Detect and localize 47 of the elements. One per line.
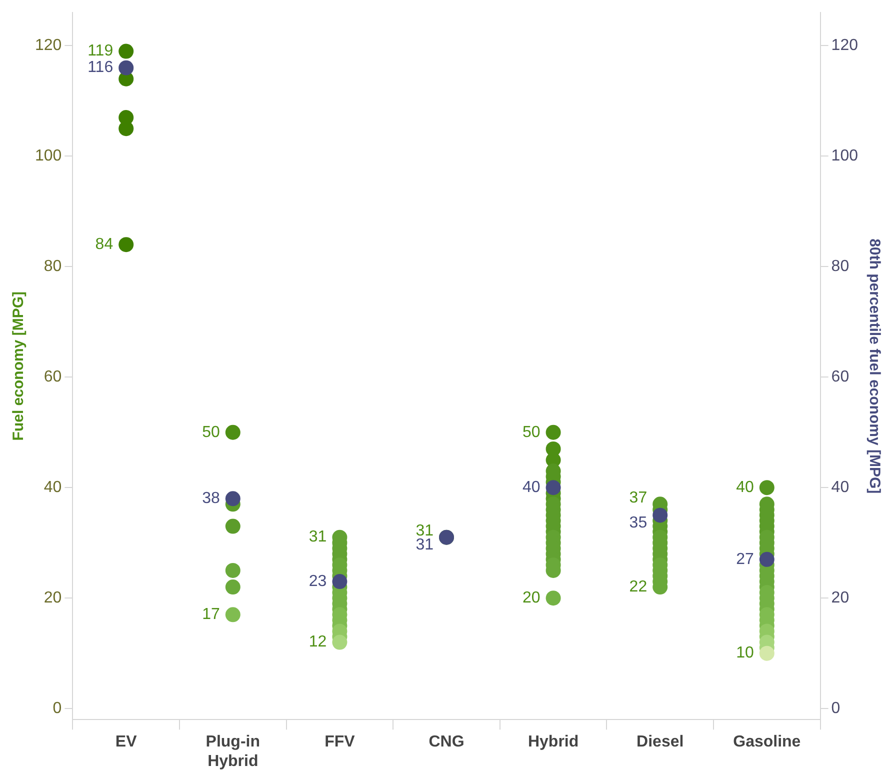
y-tick-label: 0	[52, 700, 62, 717]
point	[225, 491, 240, 506]
point	[118, 60, 134, 76]
y2-tick-label: 80	[831, 258, 850, 276]
data-label: 31	[308, 528, 327, 546]
y-axis-title: Fuel economy [MPG]	[10, 292, 28, 441]
data-label: 22	[629, 578, 648, 596]
data-label: 84	[95, 236, 114, 253]
y2-tick-label: 20	[831, 589, 850, 606]
data-label: 50	[522, 424, 540, 441]
point	[759, 552, 774, 567]
data-label: 35	[629, 514, 648, 532]
y2-tick-label: 100	[831, 148, 858, 165]
data-label: 116	[88, 59, 114, 76]
y-tick-label: 40	[44, 479, 62, 496]
data-label: 38	[202, 490, 220, 508]
y2-tick-label: 40	[831, 479, 850, 496]
data-label: 10	[736, 644, 754, 662]
y-tick-label: 120	[34, 37, 62, 54]
x-tick-label: Gasoline	[733, 734, 801, 751]
data-label: 27	[736, 550, 754, 568]
data-label: 40	[522, 479, 540, 496]
x-tick-label: EV	[115, 734, 138, 751]
data-label: 17	[202, 606, 220, 624]
data-label: 20	[522, 589, 540, 606]
y2-tick-label: 60	[831, 368, 850, 386]
point	[546, 480, 561, 496]
point	[652, 508, 668, 523]
point	[332, 574, 348, 590]
y-tick-label: 20	[44, 589, 62, 606]
y2-tick-label: 0	[831, 700, 840, 717]
data-label: 37	[629, 490, 648, 507]
data-label: 119	[88, 42, 114, 60]
y-tick-label: 60	[44, 368, 62, 386]
data-label: 40	[736, 479, 754, 496]
data-label: 12	[308, 634, 327, 651]
y2-axis-title: 80th percentile fuel economy [MPG]	[866, 238, 883, 494]
data-label: 50	[202, 424, 220, 441]
x-tick-label: Hybrid	[528, 734, 579, 751]
y-tick-label: 100	[34, 148, 62, 165]
x-tick-label: Diesel	[636, 734, 684, 751]
x-tick-label: CNG	[428, 734, 464, 751]
x-tick-label: FFV	[324, 734, 356, 751]
x-tick-label: Plug-in Hybrid	[206, 734, 260, 770]
data-label: 23	[308, 572, 327, 590]
y2-tick-label: 120	[831, 37, 858, 54]
y-tick-label: 80	[44, 258, 62, 276]
